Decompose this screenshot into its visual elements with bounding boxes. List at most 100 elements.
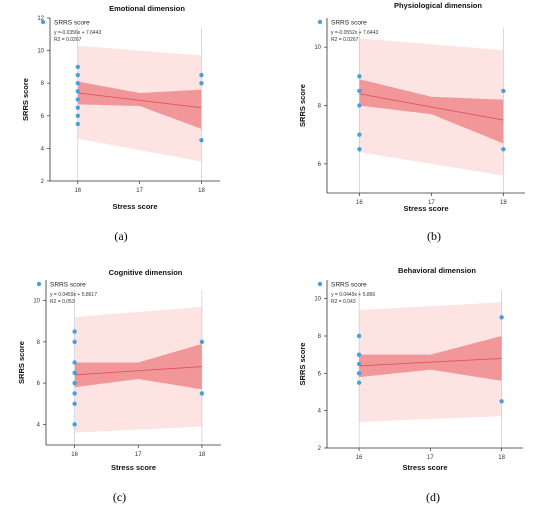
x-axis-label: Stress score (111, 463, 156, 472)
legend-label: SRRS score (331, 282, 367, 289)
x-tick-label: 18 (500, 200, 507, 206)
legend-marker (317, 281, 323, 287)
y-tick-label: 6 (37, 381, 41, 387)
confidence-band (359, 336, 502, 381)
data-point (72, 360, 77, 365)
data-point (72, 329, 77, 334)
data-point (199, 391, 205, 396)
y-tick-label: 10 (33, 299, 40, 305)
y-tick-label: 8 (41, 81, 45, 87)
data-point (75, 89, 81, 94)
panel-caption: (d) (426, 490, 440, 504)
legend-label: SRRS score (54, 20, 90, 27)
y-tick-label: 6 (41, 114, 45, 120)
y-tick-label: 4 (318, 409, 322, 415)
y-tick-label: 8 (37, 340, 41, 346)
data-point (72, 401, 77, 406)
data-point (199, 81, 204, 86)
chart-panel: 16 17 18 2 4 6 8 10 Behavioral dimension Stress s… (298, 266, 523, 504)
y-tick-label: 6 (318, 371, 322, 377)
y-axis-label: SRRS score (21, 78, 30, 121)
x-tick-label: 17 (428, 200, 435, 206)
y-tick-label: 10 (314, 297, 321, 303)
y-tick-label: 2 (318, 446, 322, 452)
data-point (501, 88, 506, 94)
x-tick-label: 17 (427, 455, 434, 461)
data-point (72, 370, 77, 376)
chart-panel: 16 17 18 6 8 10 Physiological dimension Stress … (298, 1, 525, 243)
fit-line (359, 93, 504, 121)
data-point (356, 333, 362, 339)
data-point (75, 105, 81, 110)
data-point (199, 138, 204, 143)
x-tick-label: 18 (198, 188, 205, 194)
y-tick-label: 2 (41, 179, 45, 185)
r-squared: R2 = 0.053 (50, 299, 75, 305)
panel-caption: (a) (114, 229, 127, 243)
chart-title: Physiological dimension (394, 1, 482, 10)
x-tick-label: 16 (71, 452, 78, 458)
x-axis-label: Stress score (403, 204, 448, 213)
chart-panel: 16 17 18 2 4 6 8 10 12 Emotional dimension Stress … (21, 4, 220, 243)
fit-line (74, 366, 202, 376)
data-point (357, 74, 362, 79)
data-point (199, 339, 205, 345)
y-tick-label: 8 (318, 104, 322, 110)
data-point (199, 72, 204, 78)
confidence-band (359, 79, 504, 144)
data-point (72, 422, 77, 427)
chart-title: Behavioral dimension (398, 266, 476, 275)
chart-panel: 16 17 18 4 6 8 10 Cognitive dimension Stress sco… (17, 268, 221, 504)
confidence-band (77, 81, 202, 129)
legend-marker (36, 281, 42, 287)
data-point (356, 361, 362, 367)
regression-equation: y = 0.0459x + 5.8617 (50, 292, 97, 298)
data-point (356, 352, 362, 357)
data-point (499, 399, 504, 404)
data-point (499, 315, 504, 320)
r-squared: R2 = 0.043 (331, 299, 356, 305)
legend-label: SRRS score (331, 20, 367, 27)
data-point (357, 88, 362, 94)
y-tick-label: 12 (37, 16, 44, 22)
fit-line (359, 357, 502, 367)
legend-label: SRRS score (50, 282, 86, 289)
x-tick-label: 18 (498, 455, 505, 461)
data-point (72, 391, 77, 396)
y-axis-label: SRRS score (298, 343, 307, 386)
data-point (75, 81, 81, 86)
regression-equation: y = 0.0449x + 5.866 (331, 292, 375, 298)
panel-caption: (c) (113, 490, 126, 504)
y-tick-label: 10 (37, 49, 44, 55)
data-point (75, 72, 81, 78)
data-point (75, 64, 81, 70)
y-axis-label: SRRS score (298, 84, 307, 127)
data-point (356, 371, 362, 376)
data-point (357, 103, 362, 108)
data-point (357, 132, 362, 137)
y-tick-label: 4 (41, 146, 45, 152)
r-squared: R2 = 0.0267 (54, 37, 82, 43)
x-tick-label: 16 (74, 188, 81, 194)
regression-equation: y =-0.0356x + 7.6443 (54, 30, 101, 36)
y-tick-label: 8 (318, 334, 322, 340)
data-point (356, 380, 362, 385)
y-tick-label: 10 (314, 45, 321, 51)
panel-caption: (b) (427, 229, 441, 243)
chart-title: Cognitive dimension (109, 268, 183, 277)
x-tick-label: 18 (199, 452, 206, 458)
x-tick-label: 16 (356, 455, 363, 461)
chart-title: Emotional dimension (109, 4, 185, 13)
data-point (72, 380, 77, 386)
legend-marker (40, 19, 46, 25)
data-point (75, 113, 81, 119)
fit-line (77, 92, 202, 109)
confidence-band (74, 343, 202, 390)
data-point (357, 147, 362, 152)
y-tick-label: 6 (318, 162, 322, 168)
r-squared: R2 = 0.0267 (331, 37, 359, 43)
x-tick-label: 17 (136, 188, 143, 194)
legend-marker (317, 19, 323, 25)
data-point (75, 121, 81, 127)
y-tick-label: 4 (37, 422, 41, 428)
